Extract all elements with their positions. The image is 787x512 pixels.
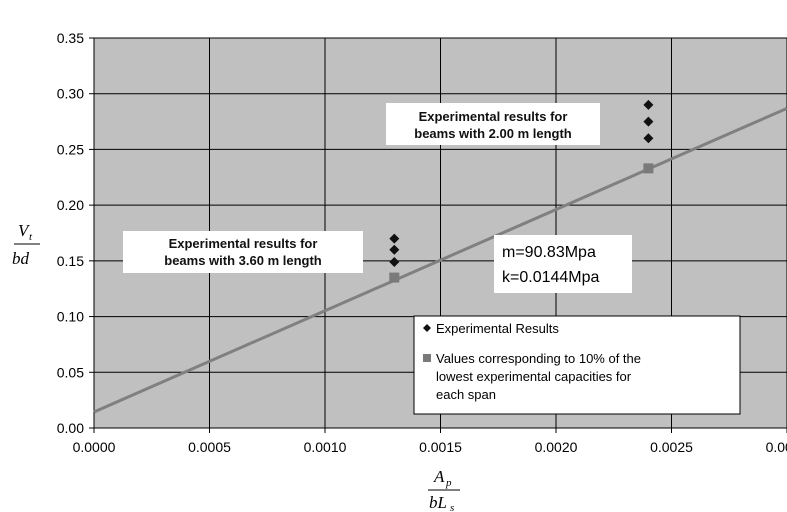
x-tick-label: 0.0020 — [535, 439, 578, 455]
legend-label-ten-percent-line-2: lowest experimental capacities for — [436, 369, 632, 384]
legend-box — [413, 315, 741, 415]
x-axis-label-numerator-sub: p — [445, 477, 452, 489]
y-axis-label-numerator-sub: t — [29, 231, 33, 243]
y-axis-label: V t bd — [12, 221, 40, 268]
annotation-right-line-1: Experimental results for — [419, 109, 568, 124]
x-axis-label-denominator-sub: s — [450, 502, 454, 512]
annotation-left-line-1: Experimental results for — [169, 236, 318, 251]
x-tick-label: 0.0010 — [304, 439, 347, 455]
annotation-right-box — [386, 103, 600, 145]
annotation-left-box — [123, 231, 363, 273]
y-tick-label: 0.15 — [57, 253, 84, 269]
experimental-point — [643, 116, 654, 127]
annotation-right: Experimental results for beams with 2.00… — [386, 103, 600, 145]
experimental-point — [389, 244, 400, 255]
parameter-m: m=90.83Mpa — [502, 244, 596, 261]
legend-marker-experimental — [423, 324, 431, 332]
x-tick-label: 0.0005 — [188, 439, 231, 455]
ten-percent-point — [389, 272, 400, 283]
y-tick-label: 0.10 — [57, 309, 84, 325]
y-tick-label: 0.35 — [57, 30, 84, 46]
x-tick-label: 0.0015 — [419, 439, 462, 455]
fit-line-segment — [93, 106, 787, 414]
y-tick-label: 0.30 — [57, 86, 84, 102]
annotation-left-line-2: beams with 3.60 m length — [164, 253, 322, 268]
y-tick-label: 0.25 — [57, 141, 84, 157]
data-points — [389, 99, 654, 283]
parameter-k: k=0.0144Mpa — [502, 269, 600, 286]
x-tick-label: 0.0000 — [73, 439, 116, 455]
y-axis-label-denominator: bd — [12, 249, 30, 268]
annotation-right-line-2: beams with 2.00 m length — [414, 126, 572, 141]
experimental-point — [389, 256, 400, 267]
y-axis-label-numerator: V — [18, 221, 31, 240]
parameters: m=90.83Mpa k=0.0144Mpa — [494, 235, 632, 293]
legend-marker-ten-percent — [423, 354, 431, 362]
tick-labels: 0.00 0.05 0.10 0.15 0.20 0.25 0.30 0.35 0.0000 0.… — [57, 30, 787, 455]
legend: Experimental Results Values correspondin… — [413, 315, 741, 415]
y-tick-label: 0.20 — [57, 197, 84, 213]
experimental-point — [643, 99, 654, 110]
experimental-point — [389, 233, 400, 244]
parameters-box — [494, 235, 632, 293]
ten-percent-point — [643, 163, 654, 174]
x-tick-label: 0.0025 — [650, 439, 693, 455]
x-tick-label: 0.0030 — [766, 439, 787, 455]
y-tick-label: 0.05 — [57, 364, 84, 380]
y-tick-label: 0.00 — [57, 420, 84, 436]
x-axis-label-denominator: bL — [429, 493, 447, 512]
x-axis-label-numerator: A — [433, 467, 445, 486]
legend-label-experimental: Experimental Results — [436, 321, 559, 336]
legend-label-ten-percent-line-3: each span — [436, 387, 496, 402]
fit-line — [93, 106, 787, 414]
legend-label-ten-percent-line-1: Values corresponding to 10% of the — [436, 351, 641, 366]
experimental-point — [643, 133, 654, 144]
annotation-left: Experimental results for beams with 3.60… — [123, 231, 363, 273]
x-axis-label: A p bL s — [428, 467, 460, 512]
